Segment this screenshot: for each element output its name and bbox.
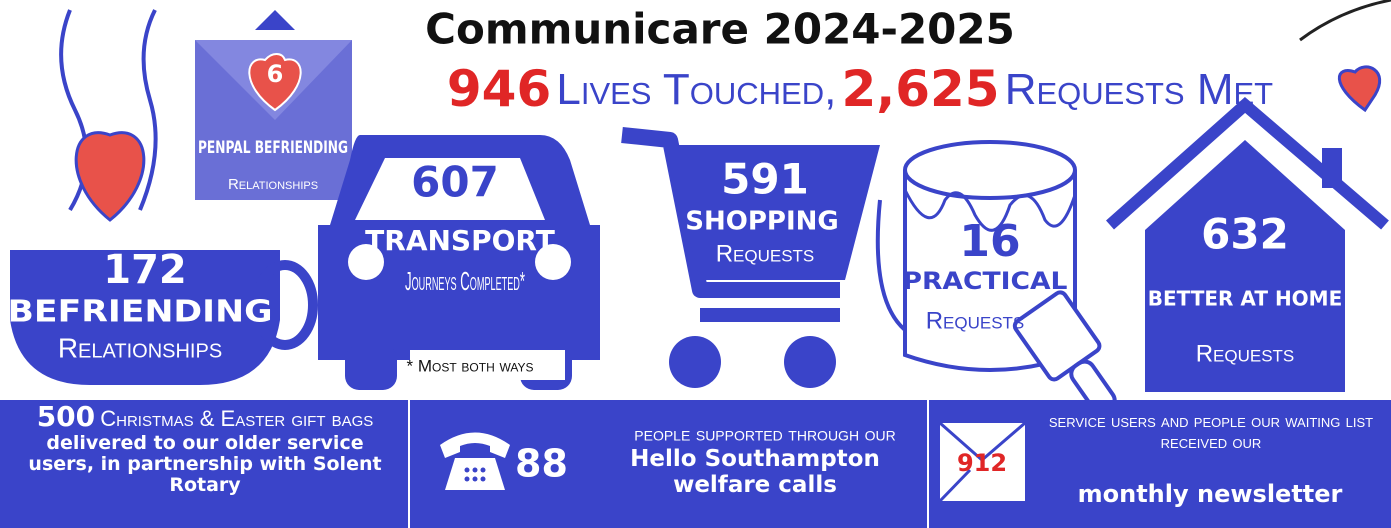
infographic: Communicare 2024-2025 946 Lives Touched,…	[0, 0, 1391, 528]
lives-label: Lives Touched,	[556, 65, 836, 114]
cart-wheel	[784, 336, 836, 388]
footer-number: 912	[957, 449, 1007, 477]
cup-subtitle: Relationships	[58, 332, 222, 363]
car-wheel	[345, 345, 397, 390]
can-number: 16	[959, 216, 1020, 267]
cart-title: SHOPPING	[685, 207, 838, 237]
penpal-subtitle: Relationships	[228, 176, 318, 193]
decor-curve	[1300, 0, 1391, 40]
footer-number: 500	[37, 402, 95, 433]
cart-number: 591	[721, 155, 809, 204]
footer-text: Hello Southampton welfare calls	[600, 446, 910, 499]
house-chimney	[1322, 148, 1342, 188]
arrow-icon	[255, 10, 295, 30]
car-subtitle: Journeys Completed*	[405, 266, 525, 296]
footer-gifts-text: 500 Christmas & Easter gift bags deliver…	[5, 402, 405, 495]
cart-wheel	[669, 336, 721, 388]
can-title: PRACTICAL	[903, 267, 1068, 295]
footer-text: delivered to our older service users, in…	[5, 433, 405, 496]
footer-gifts: 500 Christmas & Easter gift bags deliver…	[5, 402, 405, 528]
footer-lead: people supported through our	[634, 423, 895, 445]
cup-number: 172	[103, 247, 187, 293]
house-subtitle: Requests	[1196, 340, 1295, 367]
requests-count: 2,625	[841, 60, 999, 118]
footer-text: monthly newsletter	[1078, 480, 1343, 508]
lives-count: 946	[447, 60, 551, 118]
title: Communicare 2024-2025	[425, 5, 1015, 54]
cup-title: BEFRIENDING	[8, 295, 273, 330]
footer-calls: Hello Southampton welfare calls	[600, 446, 910, 516]
house-number: 632	[1201, 210, 1289, 259]
penpal-number: 6	[267, 60, 284, 88]
footer-lead: service users and people our waiting lis…	[1035, 412, 1387, 454]
heart-icon	[76, 133, 144, 220]
footer-number: 88	[515, 442, 568, 486]
requests-label: Requests Met	[1005, 65, 1273, 114]
heart-icon	[1339, 67, 1379, 110]
subtitle: 946 Lives Touched, 2,625 Requests Met	[447, 60, 1273, 118]
penpal-title: PENPAL BEFRIENDING	[198, 138, 348, 158]
car-note: * Most both ways	[407, 356, 534, 375]
cart-subtitle: Requests	[716, 240, 815, 267]
footer-newsletter-lead: service users and people our waiting lis…	[1035, 412, 1387, 472]
can-lid	[905, 142, 1075, 198]
car-number: 607	[411, 158, 499, 207]
can-handle	[878, 200, 905, 330]
can-subtitle: Requests	[926, 307, 1025, 334]
footer-gifts-lead: 500 Christmas & Easter gift bags	[5, 402, 405, 433]
car-title: TRANSPORT	[365, 224, 555, 257]
house-title: BETTER AT HOME	[1148, 287, 1343, 311]
footer-lead: Christmas & Easter gift bags	[100, 406, 373, 431]
